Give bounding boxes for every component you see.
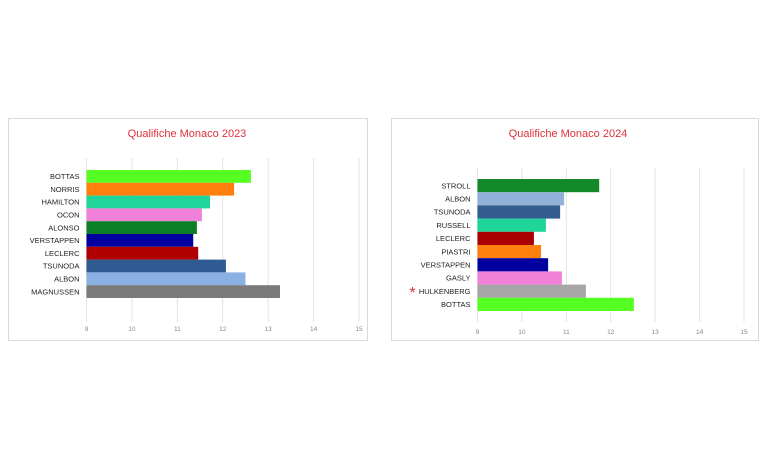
bar-tsunoda bbox=[477, 205, 561, 219]
bar-leclerc bbox=[477, 231, 534, 245]
bar-hamilton bbox=[86, 195, 211, 209]
x-tick-label: 15 bbox=[740, 329, 748, 336]
x-tick-label: 10 bbox=[518, 329, 526, 336]
bar-albon bbox=[477, 192, 565, 206]
chart-1: Qualifiche Monaco 2023 9 10 11 12 13 14 15 BOTTA… bbox=[8, 118, 368, 341]
category-label: VERSTAPPEN bbox=[30, 236, 80, 245]
chart-title: Qualifiche Monaco 2024 bbox=[509, 128, 628, 140]
x-tick-label: 11 bbox=[563, 329, 570, 336]
category-label: HAMILTON bbox=[41, 198, 79, 207]
bar-ocon bbox=[86, 208, 202, 222]
bar-leclerc bbox=[86, 246, 199, 260]
bar-piastri bbox=[477, 245, 542, 259]
x-tick-label: 10 bbox=[128, 326, 136, 333]
category-label: MAGNUSSEN bbox=[31, 287, 79, 296]
x-tick-label: 13 bbox=[265, 326, 273, 333]
category-label: GASLY bbox=[446, 274, 470, 283]
category-label: BOTTAS bbox=[441, 300, 470, 309]
category-label: LECLERC bbox=[45, 249, 80, 258]
chart-2: Qualifiche Monaco 2024 9 10 11 12 13 14 15 STROL… bbox=[391, 118, 759, 341]
bar-magnussen bbox=[86, 285, 280, 298]
bar-verstappen bbox=[477, 258, 549, 272]
asterisk-annotation: * bbox=[409, 285, 415, 302]
bar-norris bbox=[86, 182, 235, 196]
category-label: TSUNODA bbox=[43, 262, 80, 271]
chart-title: Qualifiche Monaco 2023 bbox=[128, 128, 247, 140]
x-tick-label: 13 bbox=[652, 329, 660, 336]
category-label: TSUNODA bbox=[434, 208, 471, 217]
category-label: VERSTAPPEN bbox=[421, 261, 471, 270]
category-label: ALBON bbox=[54, 275, 79, 284]
bar-verstappen bbox=[86, 234, 194, 247]
category-label: PIASTRI bbox=[441, 247, 470, 256]
x-tick-label: 9 bbox=[476, 329, 480, 336]
x-tick-label: 12 bbox=[219, 326, 227, 333]
category-label: ALBON bbox=[445, 195, 470, 204]
category-label: NORRIS bbox=[50, 185, 79, 194]
bar-bottas bbox=[86, 170, 251, 183]
bar-tsunoda bbox=[86, 259, 226, 273]
bar-alonso bbox=[86, 221, 197, 234]
x-tick-label: 12 bbox=[607, 329, 615, 336]
bar-hulkenberg bbox=[477, 284, 586, 298]
category-label: OCON bbox=[57, 211, 80, 220]
x-tick-label: 11 bbox=[174, 326, 181, 333]
category-label: BOTTAS bbox=[50, 172, 79, 181]
bar-albon bbox=[86, 272, 246, 286]
x-tick-label: 14 bbox=[310, 326, 318, 333]
category-label: LECLERC bbox=[436, 234, 471, 243]
category-label: HULKENBERG bbox=[419, 287, 471, 296]
category-label: STROLL bbox=[441, 181, 470, 190]
x-tick-label: 9 bbox=[85, 326, 89, 333]
category-label: ALONSO bbox=[48, 223, 79, 232]
category-label: RUSSELL bbox=[436, 221, 470, 230]
bar-gasly bbox=[477, 271, 562, 285]
bar-russell bbox=[477, 218, 546, 232]
bar-bottas bbox=[477, 297, 634, 311]
bar-stroll bbox=[477, 179, 600, 193]
x-tick-label: 15 bbox=[355, 326, 363, 333]
x-tick-label: 14 bbox=[696, 329, 704, 336]
